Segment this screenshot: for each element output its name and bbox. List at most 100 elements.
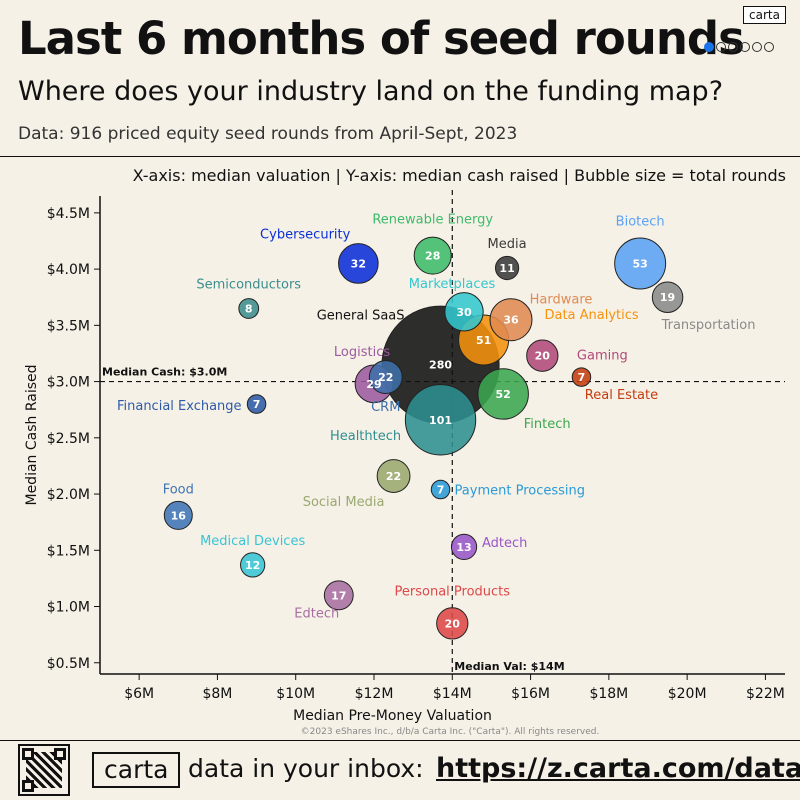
bubble-count: 16 bbox=[171, 509, 187, 522]
label-payment-processing: Payment Processing bbox=[455, 484, 585, 499]
bubble-count: 13 bbox=[456, 541, 471, 554]
bubble-marketplaces bbox=[444, 292, 484, 332]
x-tick-label: $16M bbox=[511, 686, 550, 702]
bubble-semiconductors bbox=[238, 298, 260, 319]
median-cash-label: Median Cash: $3.0M bbox=[102, 366, 227, 379]
label-marketplaces: Marketplaces bbox=[409, 277, 496, 292]
bubble-biotech bbox=[614, 237, 667, 290]
bubble-adtech bbox=[450, 533, 478, 561]
page-dot-4[interactable] bbox=[740, 42, 750, 52]
bubble-gaming bbox=[526, 339, 559, 372]
label-hardware: Hardware bbox=[530, 293, 593, 308]
label-edtech: Edtech bbox=[294, 606, 339, 621]
bubble-chart: $6M $8M $10M $12M $14M $16M $18M $20M $22M $0.5M $… bbox=[24, 190, 785, 737]
inbox-text: data in your inbox: bbox=[188, 754, 424, 783]
page-dot-1[interactable] bbox=[704, 42, 714, 52]
label-healthtech: Healthtech bbox=[330, 429, 401, 444]
qr-corner bbox=[22, 748, 34, 760]
bubble-count: 7 bbox=[578, 371, 586, 384]
qr-corner bbox=[54, 748, 66, 760]
label-fintech: Fintech bbox=[524, 417, 571, 432]
y-tick-label: $4.0M bbox=[47, 262, 90, 278]
copyright-note: ©2023 eShares Inc., d/b/a Carta Inc. ("C… bbox=[301, 727, 600, 737]
x-tick-label: $18M bbox=[589, 686, 628, 702]
label-media: Media bbox=[488, 237, 527, 252]
bubble-media bbox=[494, 255, 520, 281]
page-dot-6[interactable] bbox=[764, 42, 774, 52]
x-tick-label: $10M bbox=[276, 686, 315, 702]
label-real-estate: Real Estate bbox=[585, 388, 658, 403]
bubble-count: 22 bbox=[378, 371, 393, 384]
bubble-count: 22 bbox=[386, 470, 401, 483]
bubble-edtech bbox=[323, 580, 354, 611]
bubble-food bbox=[163, 500, 193, 530]
x-tick-label: $8M bbox=[202, 686, 232, 702]
label-transportation: Transportation bbox=[661, 318, 756, 333]
header-divider bbox=[0, 156, 800, 157]
carta-logo: carta bbox=[92, 752, 181, 788]
median-val-label: Median Val: $14M bbox=[454, 660, 564, 673]
y-tick-label: $1.0M bbox=[47, 600, 90, 616]
pagination-dots[interactable] bbox=[704, 42, 774, 52]
bubble-count: 280 bbox=[429, 359, 452, 372]
data-source-note: Data: 916 priced equity seed rounds from… bbox=[18, 124, 518, 144]
y-tick-label: $1.5M bbox=[47, 543, 90, 559]
bubble-renewable-energy bbox=[413, 236, 452, 275]
qr-code[interactable] bbox=[18, 744, 70, 796]
bubble-count: 28 bbox=[425, 250, 440, 263]
y-tick-label: $3.0M bbox=[47, 375, 90, 391]
label-data-analytics: Data Analytics bbox=[544, 308, 638, 323]
y-axis-title: Median Cash Raised bbox=[24, 364, 40, 505]
page-subtitle: Where does your industry land on the fun… bbox=[18, 76, 724, 107]
bubble-count: 30 bbox=[456, 306, 472, 319]
bubble-count: 52 bbox=[496, 388, 511, 401]
newsletter-link[interactable]: https://z.carta.com/data bbox=[436, 753, 800, 784]
y-tick-label: $0.5M bbox=[47, 656, 90, 672]
bubble-transportation bbox=[651, 281, 684, 313]
bubble-payment-processing bbox=[430, 479, 451, 500]
bubble-count: 20 bbox=[445, 617, 461, 630]
bubble-social-media bbox=[376, 459, 411, 493]
bubble-crm bbox=[368, 360, 403, 394]
bubble-count: 29 bbox=[366, 378, 381, 391]
bubble-count: 7 bbox=[253, 398, 261, 411]
label-logistics: Logistics bbox=[334, 345, 390, 360]
label-semiconductors: Semiconductors bbox=[196, 277, 301, 292]
page-dot-5[interactable] bbox=[752, 42, 762, 52]
x-tick-label: $22M bbox=[746, 686, 785, 702]
x-tick-label: $12M bbox=[355, 686, 394, 702]
bubble-count: 8 bbox=[245, 302, 253, 315]
bubble-cybersecurity bbox=[338, 243, 379, 284]
bubble-count: 17 bbox=[331, 589, 346, 602]
x-tick-label: $14M bbox=[433, 686, 472, 702]
bubble-medical-devices bbox=[240, 552, 266, 578]
axis-legend-note: X-axis: median valuation | Y-axis: media… bbox=[132, 166, 786, 185]
label-medical-devices: Medical Devices bbox=[200, 534, 305, 549]
bubble-hardware bbox=[489, 298, 533, 342]
label-general-saas: General SaaS bbox=[317, 309, 405, 324]
label-food: Food bbox=[163, 482, 194, 497]
label-personal-products: Personal Products bbox=[395, 584, 511, 599]
bubble-count: 36 bbox=[503, 314, 519, 327]
bubble-count: 20 bbox=[535, 350, 551, 363]
label-cybersecurity: Cybersecurity bbox=[260, 227, 351, 242]
bubble-count: 7 bbox=[437, 484, 445, 497]
bubble-count: 32 bbox=[351, 257, 366, 270]
page-dot-2[interactable] bbox=[716, 42, 726, 52]
qr-corner bbox=[22, 780, 34, 792]
label-crm: CRM bbox=[371, 400, 400, 415]
bubble-real-estate bbox=[571, 367, 592, 387]
y-tick-label: $4.5M bbox=[47, 206, 90, 222]
bubble-count: 12 bbox=[245, 559, 260, 572]
label-renewable-energy: Renewable Energy bbox=[372, 213, 493, 228]
page-dot-3[interactable] bbox=[728, 42, 738, 52]
label-financial-exchange: Financial Exchange bbox=[117, 399, 242, 414]
label-biotech: Biotech bbox=[616, 214, 665, 229]
bubble-healthtech bbox=[404, 384, 477, 456]
bubble-count: 11 bbox=[499, 262, 514, 275]
bubble-count: 19 bbox=[660, 291, 675, 304]
y-tick-label: $2.5M bbox=[47, 431, 90, 447]
y-tick-label: $3.5M bbox=[47, 318, 90, 334]
label-social-media: Social Media bbox=[303, 495, 385, 510]
carta-badge: carta bbox=[743, 6, 786, 24]
